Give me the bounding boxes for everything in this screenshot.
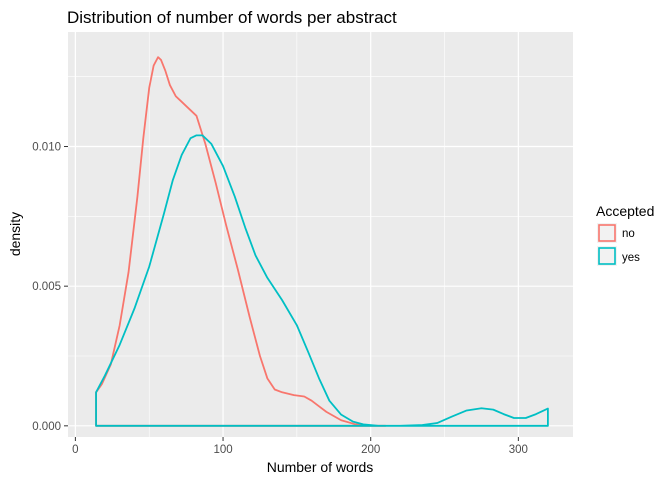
y-tick-label: 0.005 [32,281,61,293]
legend: Accepted no yes [596,203,654,266]
y-tick-label: 0.010 [32,142,61,154]
legend-label-yes: yes [622,252,640,264]
legend-key-yes-outline [598,247,616,265]
series-layer [95,56,549,427]
y-axis-ticks: 0.000 0.005 0.010 [32,142,68,433]
y-axis-title: density [7,212,23,256]
plot-panel [68,32,573,437]
x-tick-label: 100 [213,444,232,456]
x-tick-label: 200 [361,444,380,456]
legend-key-no-outline [598,224,616,242]
density-line-no [95,56,387,427]
legend-key-yes [597,246,617,266]
x-axis-title: Number of words [267,459,374,475]
x-axis-ticks: 0 100 200 300 [72,437,528,456]
y-tick-label: 0.000 [32,421,61,433]
x-tick-label: 300 [509,444,528,456]
density-line-yes [95,134,549,427]
x-tick-label: 0 [72,444,78,456]
chart-title: Distribution of number of words per abst… [67,8,397,27]
legend-label-no: no [622,228,635,240]
legend-key-no [597,223,617,243]
legend-title: Accepted [596,203,654,219]
